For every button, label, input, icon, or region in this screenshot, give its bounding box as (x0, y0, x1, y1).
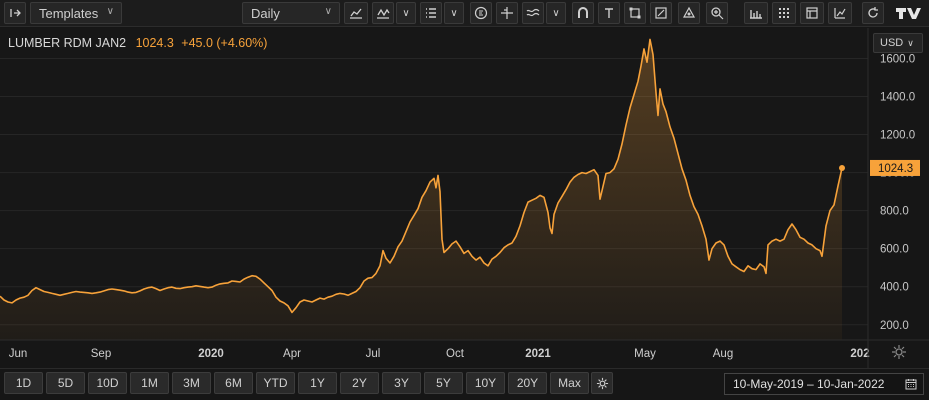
x-tick-label: 2020 (198, 348, 224, 360)
range-button-5d[interactable]: 5D (46, 372, 85, 394)
refresh-icon[interactable] (862, 2, 884, 24)
range-button-10d[interactable]: 10D (88, 372, 127, 394)
date-range-text: 10-May-2019 – 10-Jan-2022 (733, 377, 885, 391)
range-bar: 1D 5D 10D 1M 3M 6M YTD 1Y 2Y 3Y 5Y 10Y 20Y Max 10-May… (0, 368, 929, 400)
chevron-down-icon[interactable]: ∨ (444, 2, 464, 24)
last-price-axis-label: 1024.3 (878, 163, 913, 175)
price-area (0, 39, 842, 341)
range-button-1m[interactable]: 1M (130, 372, 169, 394)
y-tick-label: 800.0 (880, 206, 909, 218)
toolbar: Templates ∨ Daily ∨ ∨ ∨ ∨ (0, 0, 929, 27)
range-button-20y[interactable]: 20Y (508, 372, 547, 394)
chart-type-icon[interactable] (344, 2, 368, 24)
last-price-axis-tag (870, 159, 920, 176)
magnet-icon[interactable] (572, 2, 594, 24)
range-button-6m[interactable]: 6M (214, 372, 253, 394)
chevron-down-icon[interactable]: ∨ (546, 2, 566, 24)
x-tick-label: Apr (283, 348, 301, 360)
price-line (0, 38, 843, 314)
event-icon[interactable] (470, 2, 492, 24)
chart-settings-gear-icon[interactable] (891, 344, 907, 360)
y-tick-label: 1200.0 (880, 130, 915, 142)
grid-icon[interactable] (772, 2, 796, 24)
price-chart[interactable]: 1600.01400.01200.01000.0800.0600.0400.02… (0, 28, 929, 368)
last-price-marker (839, 165, 845, 172)
range-button-10y[interactable]: 10Y (466, 372, 505, 394)
bar-chart-icon[interactable] (744, 2, 768, 24)
chevron-down-icon: ∨ (106, 6, 114, 17)
last-price: 1024.3 (135, 36, 174, 50)
instrument-name: LUMBER RDM JAN2 (8, 36, 127, 50)
list-icon[interactable] (420, 2, 442, 24)
range-settings-gear-icon[interactable] (591, 372, 613, 394)
chevron-down-icon[interactable]: ∨ (396, 2, 416, 24)
y-tick-label: 1600.0 (880, 53, 915, 65)
shape-tool-icon[interactable] (624, 2, 646, 24)
x-tick-label: May (634, 348, 656, 360)
y-tick-label: 200.0 (880, 320, 909, 332)
range-button-5y[interactable]: 5Y (424, 372, 463, 394)
y-tick-label: 600.0 (880, 244, 909, 256)
y-tick-label: 1400.0 (880, 91, 915, 103)
currency-dropdown[interactable]: USD ∨ (873, 33, 923, 53)
x-tick-label: Aug (713, 348, 733, 360)
x-tick-label: 202 (850, 348, 869, 360)
crosshair-icon[interactable] (496, 2, 518, 24)
price-change: +45.0 (+4.60%) (181, 36, 268, 50)
interval-dropdown[interactable]: Daily ∨ (242, 2, 340, 24)
currency-label: USD (880, 37, 904, 49)
range-button-2y[interactable]: 2Y (340, 372, 379, 394)
fill-tool-icon[interactable] (678, 2, 700, 24)
instrument-header: LUMBER RDM JAN2 1024.3 +45.0 (+4.60%) (8, 36, 267, 50)
annotation-icon[interactable] (650, 2, 672, 24)
y-tick-label: 400.0 (880, 282, 909, 294)
range-button-1d[interactable]: 1D (4, 372, 43, 394)
range-button-1y[interactable]: 1Y (298, 372, 337, 394)
templates-label: Templates (39, 5, 99, 21)
chevron-down-icon: ∨ (907, 37, 914, 48)
sidebar-toggle-icon[interactable] (4, 2, 26, 24)
chart-panel[interactable]: 1600.01400.01200.01000.0800.0600.0400.02… (0, 28, 929, 368)
range-button-3m[interactable]: 3M (172, 372, 211, 394)
x-tick-label: Jul (366, 348, 381, 360)
layout-icon[interactable] (800, 2, 824, 24)
text-tool-icon[interactable] (598, 2, 620, 24)
x-tick-label: Oct (446, 348, 465, 360)
brand-logo-icon (896, 8, 921, 19)
compare-icon[interactable] (828, 2, 852, 24)
zoom-icon[interactable] (706, 2, 728, 24)
wave-icon[interactable] (522, 2, 544, 24)
x-tick-label: Jun (9, 348, 28, 360)
calendar-icon (905, 379, 917, 390)
range-button-max[interactable]: Max (550, 372, 589, 394)
chevron-down-icon: ∨ (324, 6, 332, 17)
range-button-3y[interactable]: 3Y (382, 372, 421, 394)
x-tick-label: Sep (91, 348, 111, 360)
x-tick-label: 2021 (525, 348, 551, 360)
interval-label: Daily (251, 5, 280, 21)
indicators-icon[interactable] (372, 2, 394, 24)
range-button-ytd[interactable]: YTD (256, 372, 295, 394)
templates-dropdown[interactable]: Templates ∨ (30, 2, 122, 24)
date-range-picker[interactable]: 10-May-2019 – 10-Jan-2022 (724, 373, 924, 395)
